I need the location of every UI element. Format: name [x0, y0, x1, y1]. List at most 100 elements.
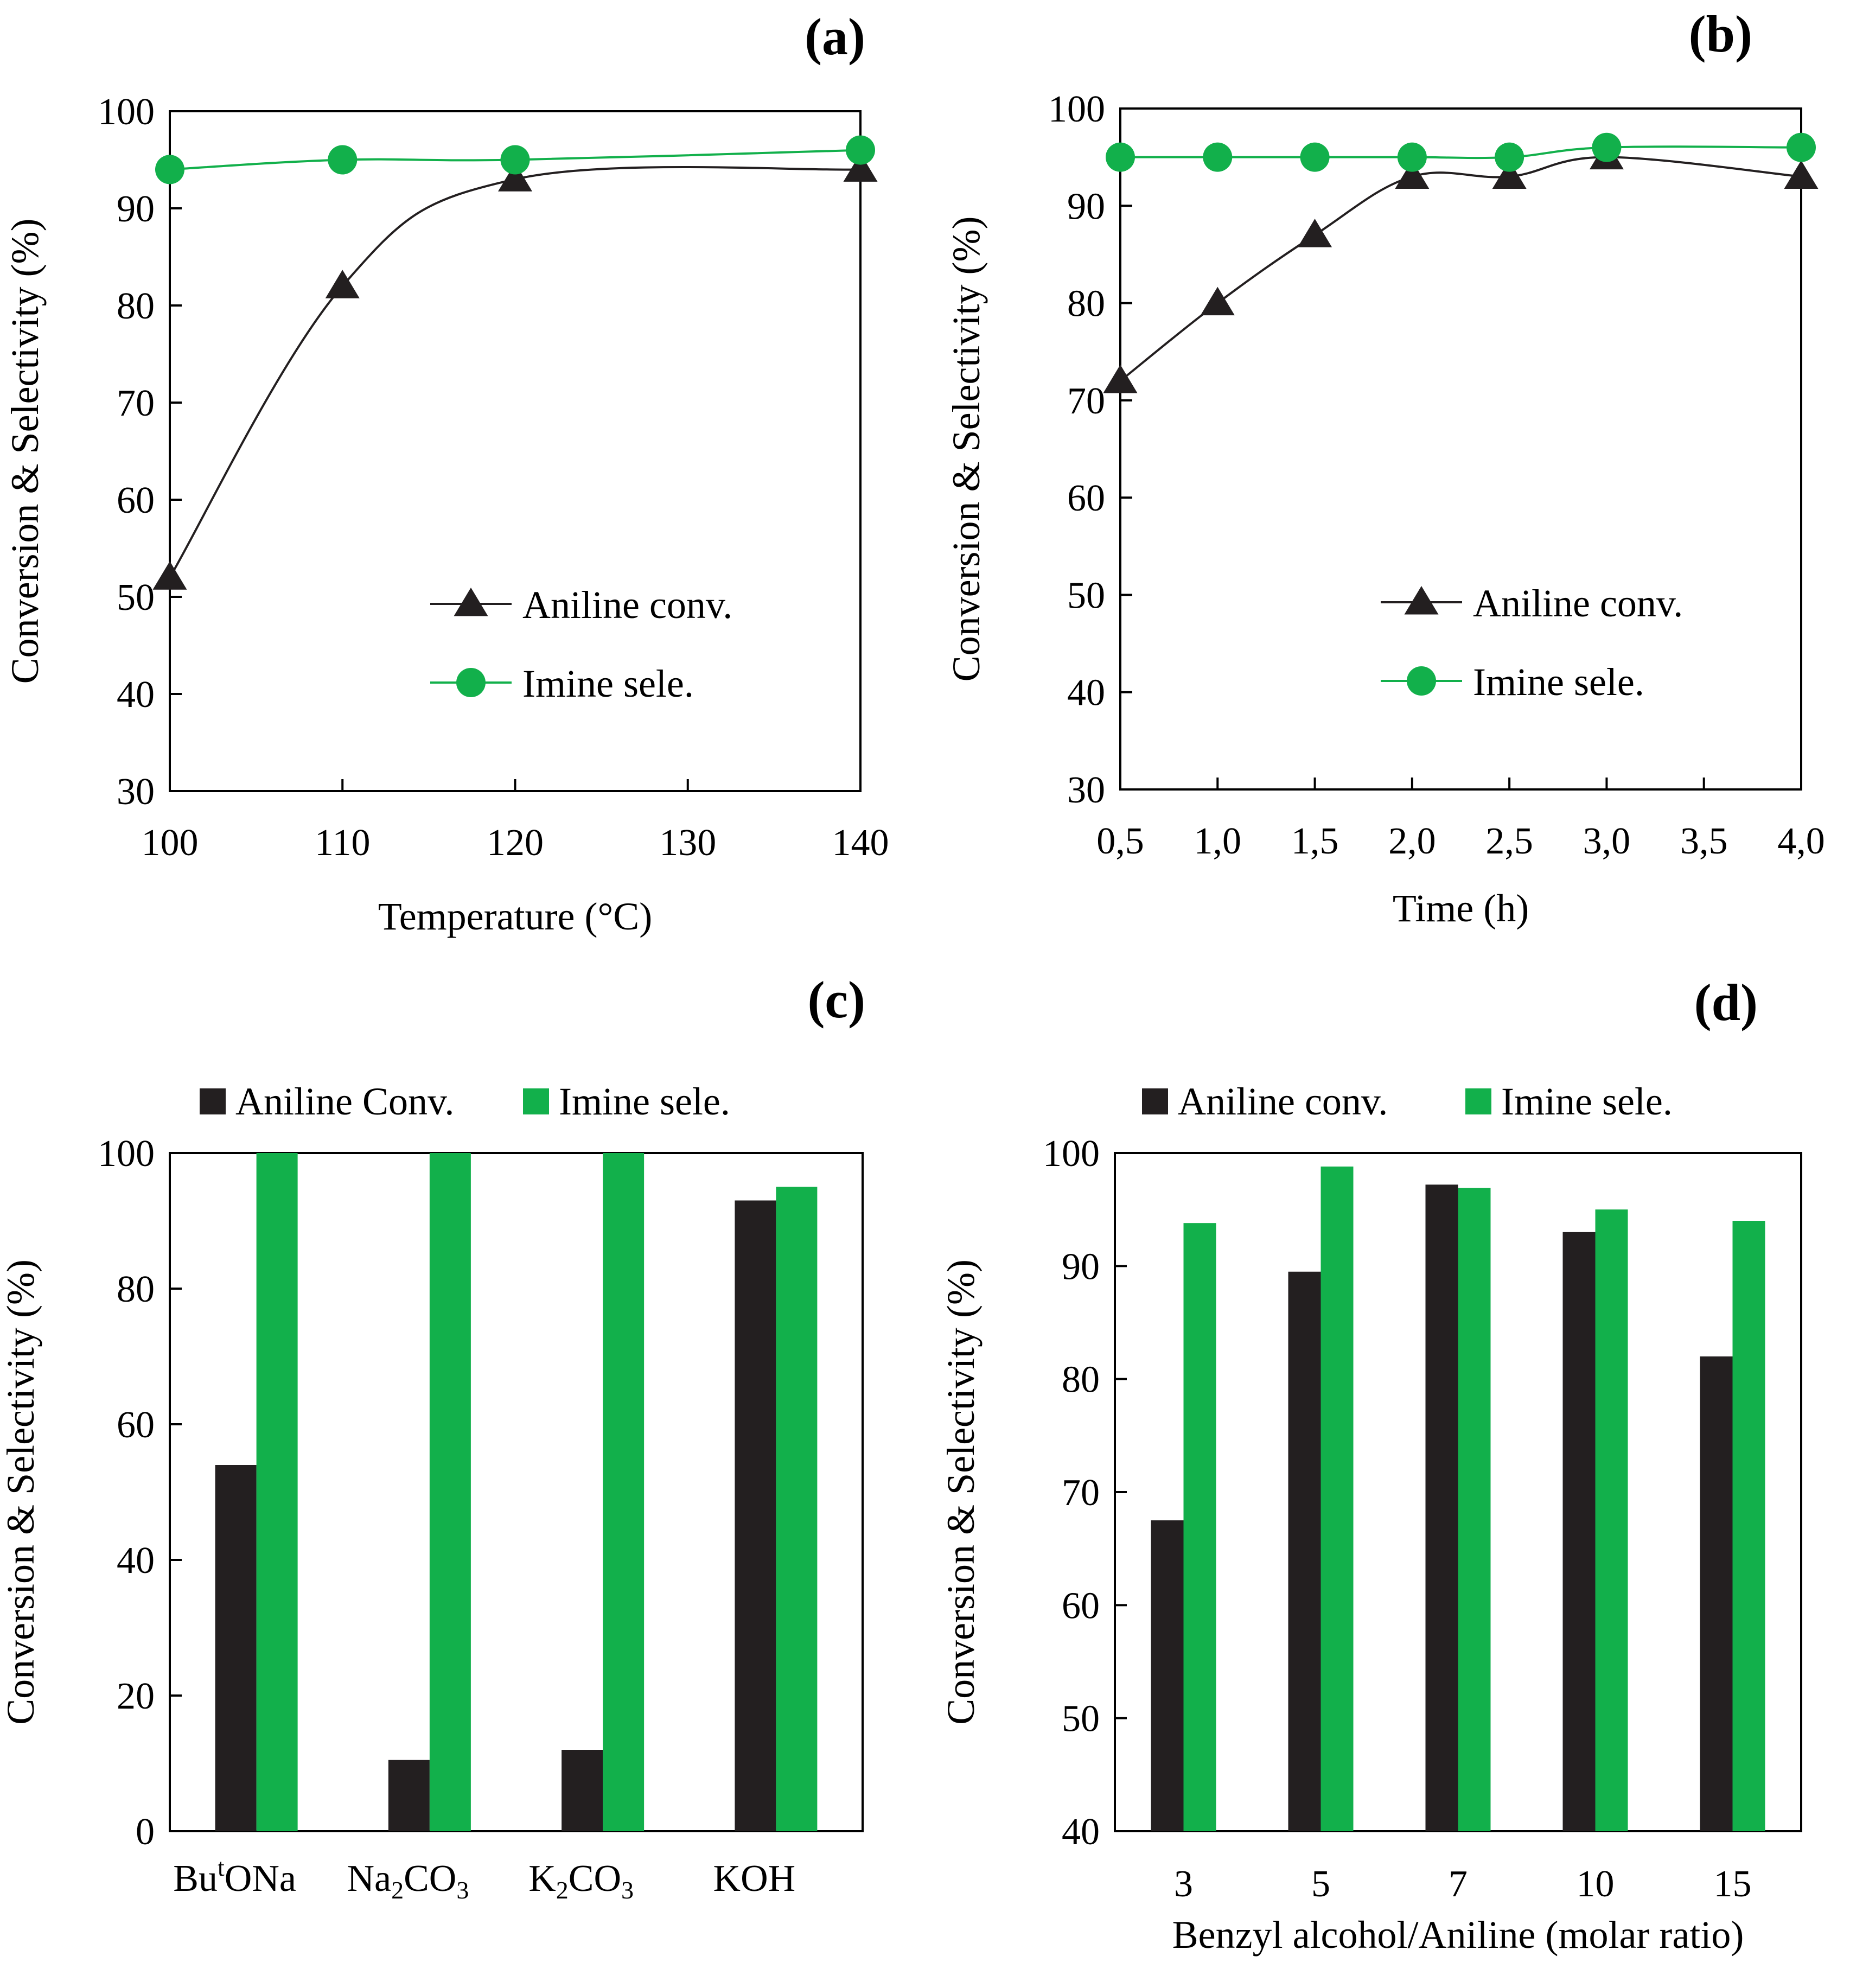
bar-selectivity [429, 1153, 471, 1831]
data-point-circle [1203, 142, 1233, 172]
y-tick-label: 40 [1067, 672, 1105, 714]
legend-label: Imine sele. [1473, 660, 1644, 704]
x-category-label: Na2CO3 [347, 1858, 469, 1904]
data-point-triangle [1200, 286, 1235, 316]
x-category-label: 10 [1577, 1863, 1615, 1905]
bar-selectivity [1458, 1188, 1491, 1831]
y-tick-label: 70 [1067, 380, 1105, 422]
data-point-circle [155, 155, 184, 184]
x-tick-label: 1,5 [1291, 820, 1339, 862]
y-tick-label: 60 [117, 480, 155, 521]
bar-conversion [1288, 1271, 1321, 1831]
y-tick-label: 100 [98, 1133, 155, 1175]
x-axis-title: Time (h) [1393, 887, 1529, 930]
bar-conversion [1151, 1520, 1184, 1831]
chart-panel-d: 40 50 60 70 80 90 100 (d) Conversion & Selectivi… [939, 973, 1802, 1957]
x-category-label: KOH [713, 1858, 796, 1900]
legend-swatch [1465, 1088, 1491, 1114]
data-point-triangle [1395, 160, 1430, 189]
chart-panel-a: 30 40 50 60 70 80 90 100 (a) Conversion & Selecti… [3, 8, 889, 938]
legend-label: Imine sele. [522, 662, 694, 705]
bar-selectivity [776, 1187, 818, 1831]
legend-marker [1404, 586, 1439, 615]
series-line [169, 165, 861, 578]
panel-label: (a) [805, 8, 865, 66]
legend-swatch [1142, 1088, 1168, 1114]
data-point-circle [1787, 132, 1816, 162]
chart-panel-b: 30 40 50 60 70 80 90 100 (b) Conversion & Selecti… [945, 5, 1825, 930]
y-tick-label: 100 [1048, 88, 1105, 130]
y-axis-title: Conversion & Selectivity (%) [3, 219, 47, 684]
plot-frame [169, 110, 862, 792]
x-category-label: 7 [1449, 1863, 1468, 1905]
legend-label: Imine sele. [1501, 1080, 1673, 1123]
bar-selectivity [256, 1153, 298, 1831]
x-category-label: 5 [1311, 1863, 1330, 1905]
y-axis-title: Conversion & Selectivity (%) [945, 216, 988, 682]
legend-label: Aniline conv. [522, 583, 732, 627]
y-tick-label: 70 [117, 383, 155, 424]
y-tick-label: 90 [1067, 186, 1105, 227]
y-tick-label: 80 [1067, 283, 1105, 325]
x-tick-label: 4,0 [1777, 820, 1825, 862]
x-tick-label: 0,5 [1096, 820, 1144, 862]
y-tick-label: 100 [1043, 1133, 1100, 1175]
series-line [169, 149, 861, 171]
bar-selectivity [1183, 1223, 1216, 1831]
bar-selectivity [1595, 1209, 1628, 1831]
legend-marker [454, 588, 488, 616]
bar-selectivity [603, 1153, 645, 1831]
x-tick-label: 130 [659, 822, 716, 864]
x-axis-title: Benzyl alcohol/Aniline (molar ratio) [1172, 1913, 1744, 1957]
y-tick-label: 90 [117, 188, 155, 230]
x-tick-label: 3,5 [1680, 820, 1728, 862]
y-tick-label: 60 [1067, 477, 1105, 519]
y-tick-label: 0 [136, 1811, 155, 1853]
y-tick-label: 90 [1062, 1246, 1100, 1288]
legend-marker [1407, 666, 1436, 696]
plot-frame [169, 1152, 864, 1832]
x-category-label: 3 [1174, 1863, 1193, 1905]
y-tick-label: 40 [1062, 1811, 1100, 1853]
data-point-circle [1300, 142, 1330, 172]
panel-label: (d) [1694, 973, 1758, 1031]
bar-conversion [388, 1760, 430, 1831]
data-point-triangle [1298, 219, 1332, 247]
bar-conversion [1562, 1232, 1596, 1831]
data-point-circle [500, 145, 530, 175]
x-category-label: ButONa [173, 1853, 296, 1900]
x-category-label: K2CO3 [528, 1858, 634, 1904]
x-tick-label: 120 [487, 822, 544, 864]
data-point-triangle [498, 163, 532, 192]
y-tick-label: 60 [1062, 1585, 1100, 1627]
y-tick-label: 30 [1067, 769, 1105, 811]
y-tick-label: 80 [1062, 1359, 1100, 1401]
data-point-triangle [1492, 160, 1527, 189]
y-tick-label: 100 [98, 91, 155, 133]
panel-label: (b) [1689, 5, 1752, 63]
x-category-label: 15 [1714, 1863, 1752, 1905]
data-point-triangle [1103, 365, 1138, 393]
bar-selectivity [1732, 1221, 1765, 1831]
bar-conversion [735, 1200, 776, 1831]
legend-swatch [200, 1088, 226, 1114]
y-tick-label: 20 [117, 1675, 155, 1717]
y-tick-label: 80 [117, 285, 155, 327]
y-tick-label: 50 [117, 577, 155, 619]
data-point-circle [846, 135, 875, 165]
bar-selectivity [1320, 1167, 1354, 1831]
data-point-triangle [1784, 160, 1819, 189]
data-point-triangle [843, 153, 878, 182]
y-tick-label: 40 [117, 674, 155, 716]
x-tick-label: 3,0 [1583, 820, 1631, 862]
series-line [1119, 156, 1802, 382]
bar-conversion [1700, 1356, 1733, 1831]
data-point-circle [328, 145, 358, 175]
y-tick-label: 50 [1062, 1698, 1100, 1740]
legend-marker [456, 668, 486, 697]
x-tick-label: 2,0 [1388, 820, 1436, 862]
legend-label: Imine sele. [559, 1080, 730, 1123]
x-tick-label: 100 [142, 822, 199, 864]
panel-label: (c) [807, 971, 865, 1029]
